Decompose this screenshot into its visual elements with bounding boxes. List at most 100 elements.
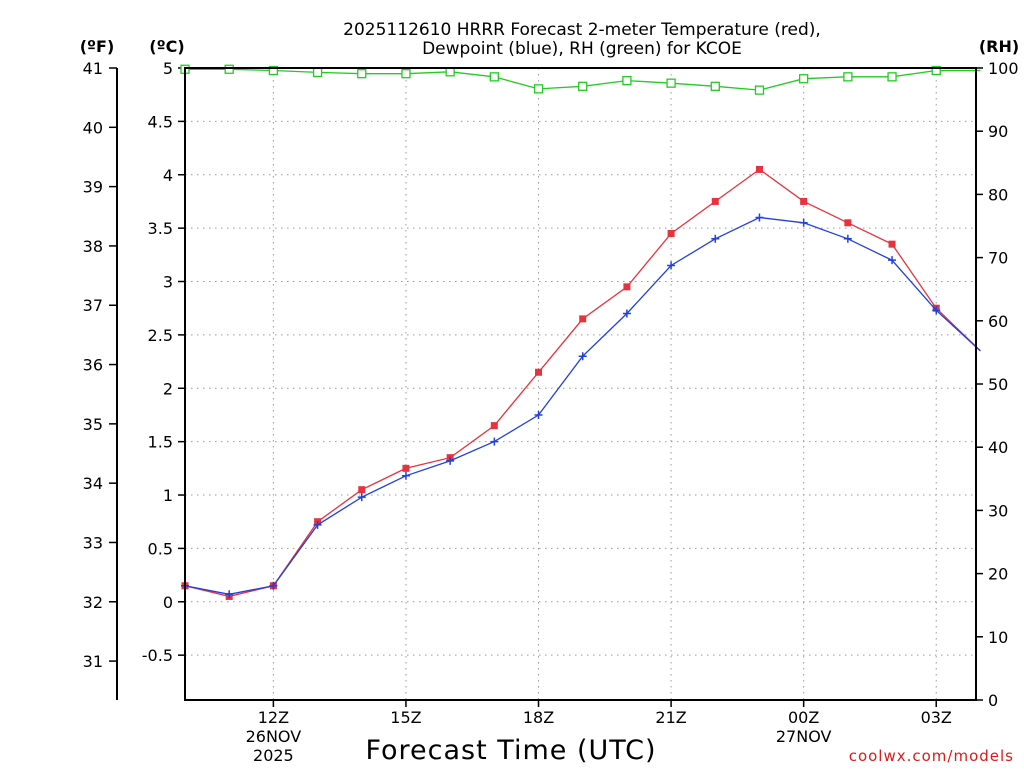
fahrenheit-tick-label: 40 [83, 118, 103, 137]
rh-point [312, 67, 323, 78]
data-series [180, 64, 981, 600]
dewpoint-point [667, 261, 676, 270]
dewpoint-point [269, 581, 278, 590]
dewpoint-point [490, 437, 499, 446]
x-tick-label: 03Z [921, 708, 952, 727]
celsius-unit-label: (ºC) [149, 37, 184, 56]
rh-tick-label: 30 [988, 501, 1008, 520]
rh-point [799, 74, 809, 84]
rh-tick-label: 70 [988, 249, 1008, 268]
celsius-tick-label: 3.5 [148, 219, 173, 238]
temperature-point [667, 229, 675, 237]
dewpoint-point [313, 520, 322, 529]
rh-tick-label: 10 [988, 628, 1008, 647]
fahrenheit-tick-label: 33 [83, 533, 103, 552]
dewpoint-point [843, 234, 852, 243]
dewpoint-point [799, 218, 808, 227]
rh-point [710, 81, 720, 91]
dewpoint-point [888, 256, 897, 265]
rh-point [887, 72, 897, 82]
dewpoint-point [711, 234, 720, 243]
x-tick-label: 00Z [788, 708, 819, 727]
dewpoint-point [578, 352, 587, 361]
grid-lines [185, 68, 976, 700]
fahrenheit-tick-label: 37 [83, 296, 103, 315]
rh-tick-label: 50 [988, 375, 1008, 394]
fahrenheit-tick-label: 38 [83, 237, 103, 256]
celsius-tick-label: 5 [163, 59, 173, 78]
temperature-point [490, 422, 498, 430]
rh-point [224, 64, 234, 74]
fahrenheit-tick-label: 36 [83, 356, 103, 375]
dewpoint-point [446, 456, 455, 465]
dewpoint-point [932, 306, 941, 315]
temperature-point [844, 219, 852, 227]
x-tick-label: 21Z [655, 708, 686, 727]
x-tick-date-label: 26NOV [246, 727, 302, 746]
fahrenheit-tick-label: 41 [83, 59, 103, 78]
celsius-tick-label: 0 [163, 593, 173, 612]
rh-point [401, 69, 411, 79]
rh-tick-label: 20 [988, 565, 1008, 584]
temperature-line [184, 168, 981, 598]
rh-tick-label: 40 [988, 438, 1008, 457]
x-tick-year-label: 2025 [253, 746, 294, 765]
dewpoint-point [755, 213, 764, 222]
chart-title-line1: 2025112610 HRRR Forecast 2-meter Tempera… [343, 20, 821, 40]
celsius-tick-label: 1.5 [148, 433, 173, 452]
rh-point [268, 65, 279, 76]
temperature-point [402, 464, 410, 472]
dewpoint-point [622, 309, 631, 318]
temperature-point [535, 368, 543, 376]
temperature-point [358, 486, 366, 494]
celsius-tick-label: 2 [163, 379, 173, 398]
x-tick-label: 12Z [258, 708, 289, 727]
rh-point [578, 81, 588, 91]
temperature-point [800, 197, 808, 205]
axes: 3132333435363738394041-0.500.511.522.533… [83, 59, 1019, 765]
rh-tick-label: 60 [988, 312, 1008, 331]
dewpoint-point [225, 590, 234, 599]
dewpoint-point [357, 493, 366, 502]
x-tick-label: 18Z [523, 708, 554, 727]
rh-point [754, 85, 765, 95]
celsius-tick-label: 3 [163, 273, 173, 292]
fahrenheit-unit-label: (ºF) [80, 37, 115, 56]
rh-tick-label: 80 [988, 185, 1008, 204]
celsius-tick-label: 4 [163, 166, 173, 185]
watermark: coolwx.com/models [849, 747, 1014, 765]
temperature-point [623, 283, 631, 291]
celsius-tick-label: 4.5 [148, 112, 173, 131]
celsius-tick-label: 2.5 [148, 326, 173, 345]
x-tick-label: 15Z [390, 708, 421, 727]
dewpoint-line [184, 216, 981, 595]
temperature-point [888, 240, 896, 248]
rh-tick-label: 0 [988, 691, 998, 710]
rh-point [843, 72, 853, 82]
celsius-tick-label: -0.5 [142, 646, 173, 665]
fahrenheit-tick-label: 39 [83, 178, 103, 197]
rh-point [533, 84, 544, 94]
rh-point [622, 75, 632, 86]
dewpoint-point [401, 471, 410, 480]
rh-tick-label: 100 [988, 59, 1019, 78]
fahrenheit-tick-label: 34 [83, 474, 103, 493]
celsius-tick-label: 0.5 [148, 539, 173, 558]
x-tick-date-label: 27NOV [776, 727, 832, 746]
fahrenheit-tick-label: 32 [83, 593, 103, 612]
fahrenheit-tick-label: 31 [83, 652, 103, 671]
x-axis-label: Forecast Time (UTC) [365, 735, 656, 766]
temperature-point [579, 315, 587, 323]
rh-tick-label: 90 [988, 122, 1008, 141]
rh-point [931, 65, 941, 76]
plot-frame [184, 67, 977, 701]
rh-point [357, 69, 367, 79]
temperature-point [711, 197, 719, 205]
fahrenheit-tick-label: 35 [83, 415, 103, 434]
celsius-tick-label: 1 [163, 486, 173, 505]
chart-title-line2: Dewpoint (blue), RH (green) for KCOE [422, 39, 742, 59]
rh-point [666, 78, 676, 88]
rh-point [489, 72, 499, 82]
dewpoint-point [534, 410, 543, 419]
